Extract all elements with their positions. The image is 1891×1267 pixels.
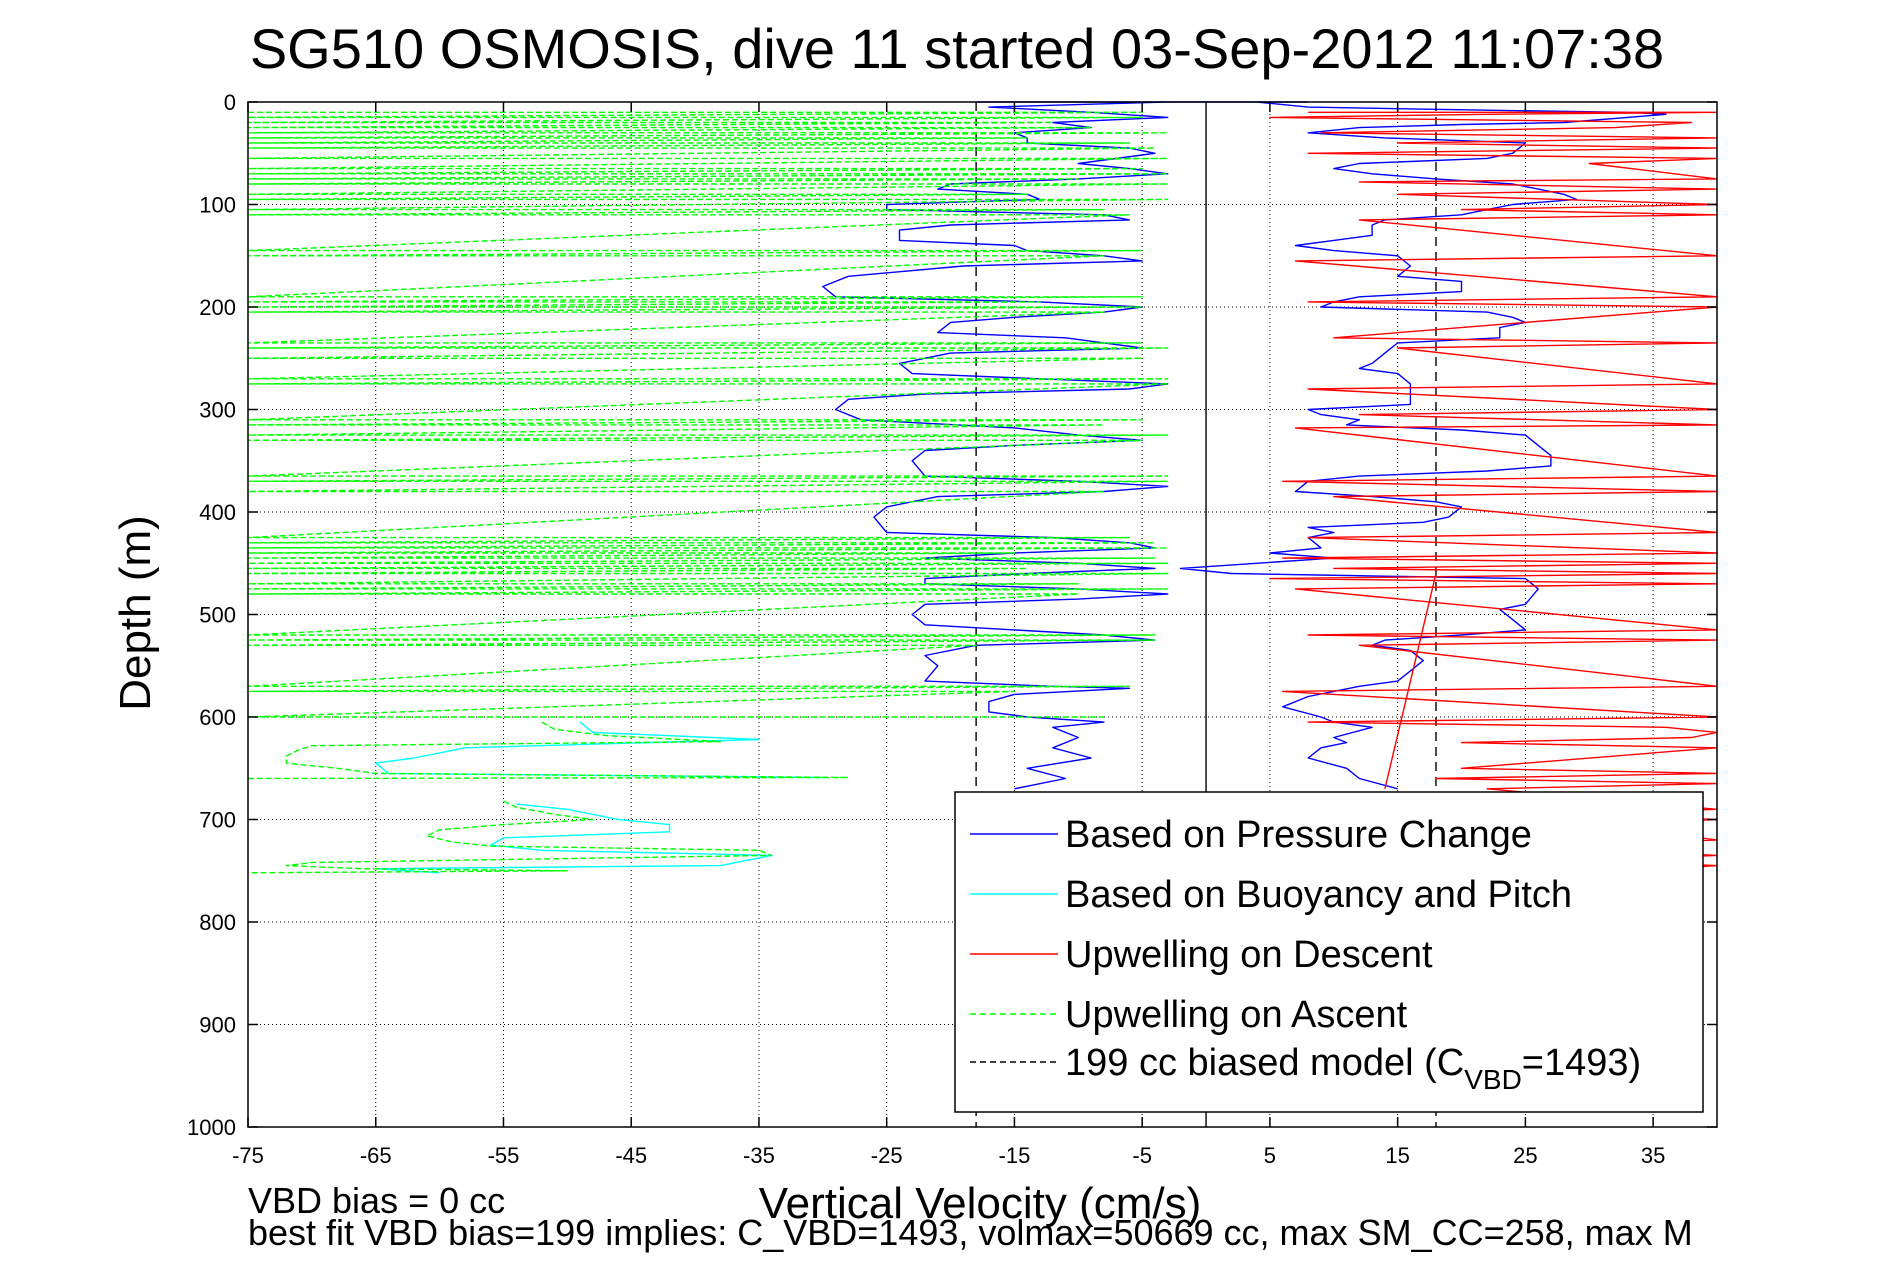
legend-box xyxy=(954,791,1704,1113)
x-tick-label: -45 xyxy=(615,1143,647,1168)
x-tick-label: 5 xyxy=(1264,1143,1276,1168)
footnote-vbd-bias: VBD bias = 0 cc xyxy=(248,1180,505,1221)
y-tick-label: 600 xyxy=(199,705,236,730)
series-line-2-segment-1 xyxy=(375,721,823,779)
y-tick-label: 500 xyxy=(199,603,236,628)
series-line-3-segment-2 xyxy=(1384,573,1437,789)
y-tick-label: 300 xyxy=(199,398,236,423)
series-line-2-segment-2 xyxy=(375,803,773,874)
x-axis-label: Vertical Velocity (cm/s) xyxy=(759,1179,1202,1228)
y-tick-label: 1000 xyxy=(187,1115,236,1140)
y-tick-label: 900 xyxy=(199,1013,236,1038)
y-tick-label: 200 xyxy=(199,295,236,320)
chart-title: SG510 OSMOSIS, dive 11 started 03-Sep-20… xyxy=(250,17,1664,80)
x-tick-label: 25 xyxy=(1513,1143,1537,1168)
x-tick-label: -35 xyxy=(743,1143,775,1168)
legend-label-5: 199 cc biased model (CVBD=1493) xyxy=(1065,1042,1641,1095)
x-tick-label: -75 xyxy=(232,1143,264,1168)
y-tick-label: 400 xyxy=(199,500,236,525)
series-line-4-segment-1 xyxy=(247,111,1169,718)
legend-label-4: Upwelling on Ascent xyxy=(1065,994,1408,1036)
y-axis-label: Depth (m) xyxy=(111,515,160,711)
x-tick-label: -65 xyxy=(360,1143,392,1168)
x-tick-label: -5 xyxy=(1132,1143,1152,1168)
y-tick-label: 700 xyxy=(199,808,236,833)
series-line-3-segment-1 xyxy=(1269,111,1718,872)
series-line-1-segment-1 xyxy=(822,101,1169,790)
footnote-best-fit: best fit VBD bias=199 implies: C_VBD=149… xyxy=(248,1212,1693,1253)
y-tick-label: 800 xyxy=(199,910,236,935)
legend-label-1: Based on Pressure Change xyxy=(1065,814,1532,856)
x-tick-label: -55 xyxy=(488,1143,520,1168)
legend-label-2: Based on Buoyancy and Pitch xyxy=(1065,874,1572,916)
legend-label-3: Upwelling on Descent xyxy=(1065,934,1433,976)
x-tick-label: -15 xyxy=(999,1143,1031,1168)
series-line-4-segment-3 xyxy=(247,800,773,874)
legend: Based on Pressure Change Based on Buoyanc… xyxy=(954,791,1704,1113)
series-layer xyxy=(247,101,1718,874)
y-tick-label: 0 xyxy=(224,90,236,115)
series-line-4-segment-2 xyxy=(247,721,850,780)
x-tick-label: 35 xyxy=(1641,1143,1665,1168)
series-line-1-segment-2 xyxy=(1167,101,1667,790)
x-tick-label: -25 xyxy=(871,1143,903,1168)
axis-ticks: -75 -65 -55 -45 -35 -25 -15 -5 5 15 25 350100200300… xyxy=(187,90,1717,1168)
y-tick-label: 100 xyxy=(199,193,236,218)
x-tick-label: 15 xyxy=(1385,1143,1409,1168)
